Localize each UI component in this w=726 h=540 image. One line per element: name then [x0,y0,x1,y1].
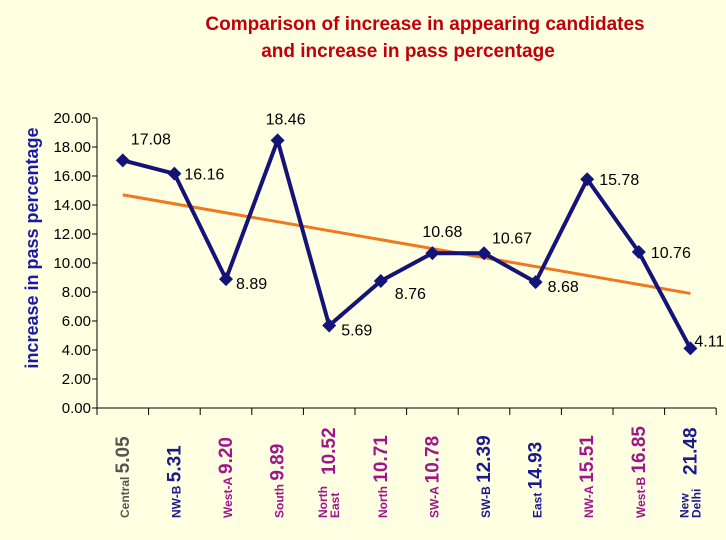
svg-text:SW-A 10.78: SW-A 10.78 [422,436,443,518]
y-tick-label: 16.00 [53,168,91,185]
category-value: 5.05 [113,436,134,473]
category-name: SW-B [479,483,493,518]
category-name-line-2: East [328,493,342,518]
data-label: 8.76 [395,286,426,303]
category-label: West-A 9.20 [216,437,237,518]
category-value: 10.52 [319,427,340,475]
category-label: SW-B 12.39 [474,435,495,518]
y-tick-label: 6.00 [62,313,91,330]
data-point-marker [270,133,285,148]
data-point-marker [219,272,233,287]
x-category-labels: Central 5.05 NW-B 5.31 West-A 9.20 South 9.… [96,408,717,518]
trendline [122,193,691,295]
data-label: 10.67 [492,230,532,247]
data-label: 5.69 [341,322,372,339]
category-name: NW-B [169,482,183,518]
y-tick-label: 12.00 [53,226,91,243]
y-tick-label: 2.00 [62,371,91,388]
category-value: 9.20 [216,437,237,474]
data-point-marker [373,273,388,288]
data-label: 10.76 [651,245,691,262]
category-name: NW-A [582,483,596,518]
axes [96,118,716,409]
svg-text:NW-A 15.51: NW-A 15.51 [577,435,598,518]
y-tick-label: 20.00 [53,110,91,127]
data-point-marker [631,244,646,259]
category-value: 10.78 [422,436,443,484]
category-name: West-A [221,474,235,518]
category-name: South [273,481,287,518]
data-point-marker [167,166,182,181]
data-label: 15.78 [599,172,639,189]
category-name: North [376,483,390,518]
data-point-marker [425,246,440,261]
data-label: 8.68 [548,279,579,296]
category-label: SW-A 10.78 [422,436,443,518]
category-value: 10.71 [371,435,392,483]
data-label: 8.89 [236,276,267,293]
data-label: 4.11 [694,333,724,350]
category-value: 5.31 [164,445,185,482]
svg-text:West-A 9.20: West-A 9.20 [216,437,237,518]
data-label: 16.16 [184,167,224,184]
category-name: East [531,489,545,518]
y-tick-label: 8.00 [62,284,91,301]
category-label: NW-B 5.31 [164,445,185,518]
category-value: 15.51 [577,435,598,483]
y-tick-label: 0.00 [62,400,91,417]
chart-title-line-2: and increase in pass percentage [261,41,555,62]
data-point-marker [580,172,595,187]
svg-text:NW-B 5.31: NW-B 5.31 [164,445,185,518]
data-labels: 17.08 16.16 8.89 18.46 5.69 8.76 10.68 10.67 8.6… [131,111,725,350]
data-label: 10.68 [422,224,462,241]
y-tick-label: 14.00 [53,197,91,214]
data-point-marker [322,318,337,333]
category-label: East 14.93 [526,442,547,518]
category-label: South 9.89 [268,444,289,518]
data-label: 18.46 [266,111,306,128]
category-name: Central [118,473,132,518]
svg-text:SW-B 12.39: SW-B 12.39 [474,435,495,518]
data-point-marker [115,153,130,168]
category-value: 14.93 [526,442,547,490]
category-value: 12.39 [474,435,495,483]
y-tick-label: 18.00 [53,139,91,156]
category-value: 9.89 [268,444,289,481]
series-line [122,133,693,350]
category-name-line-2: Delhi [689,489,703,518]
y-tick-label: 10.00 [53,255,91,272]
data-point-marker [477,246,491,261]
category-label: North 10.71 [371,435,392,518]
data-point-marker [683,341,698,356]
series-group [115,133,698,356]
category-name-line-1: North [316,486,330,518]
category-value: 21.48 [680,427,701,475]
category-name: West-B [634,474,648,518]
category-label: West-B 16.85 [629,426,650,518]
svg-text:West-B 16.85: West-B 16.85 [629,426,650,518]
trendline-group [122,193,691,295]
y-tick-labels: 0.00 2.00 4.00 6.00 8.00 10.00 12.00 14.00 16.00… [53,110,97,417]
category-name-line-1: New [677,493,691,518]
chart-title-line-1: Comparison of increase in appearing cand… [205,14,644,35]
y-tick-label: 4.00 [62,342,91,359]
category-label: Central 5.05 [113,436,134,518]
svg-text:East 14.93: East 14.93 [526,442,547,518]
svg-text:North 10.71: North 10.71 [371,435,392,518]
category-value: 16.85 [629,426,650,474]
y-axis-label: increase in pass percentage [22,127,42,368]
category-label: NW-A 15.51 [577,435,598,518]
svg-text:South 9.89: South 9.89 [268,444,289,518]
data-point-marker [528,275,543,290]
data-label: 17.08 [131,131,171,148]
svg-text:Central 5.05: Central 5.05 [113,436,134,518]
category-name: SW-A [427,483,441,518]
